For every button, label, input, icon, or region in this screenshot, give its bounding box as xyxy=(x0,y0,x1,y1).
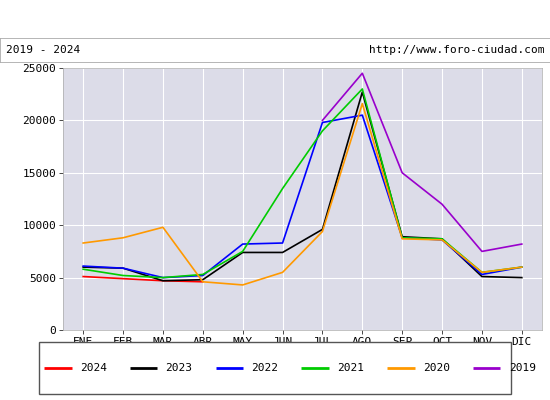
Text: 2019: 2019 xyxy=(509,363,536,373)
Text: 2019 - 2024: 2019 - 2024 xyxy=(6,45,80,55)
Text: 2020: 2020 xyxy=(423,363,450,373)
Text: 2021: 2021 xyxy=(337,363,364,373)
Text: 2022: 2022 xyxy=(251,363,278,373)
Text: 2024: 2024 xyxy=(80,363,107,373)
Text: 2023: 2023 xyxy=(166,363,192,373)
Bar xyxy=(39,342,512,394)
Text: http://www.foro-ciudad.com: http://www.foro-ciudad.com xyxy=(369,45,544,55)
Text: Evolucion Nº Turistas Nacionales en el municipio de Pulpí: Evolucion Nº Turistas Nacionales en el m… xyxy=(65,11,485,27)
